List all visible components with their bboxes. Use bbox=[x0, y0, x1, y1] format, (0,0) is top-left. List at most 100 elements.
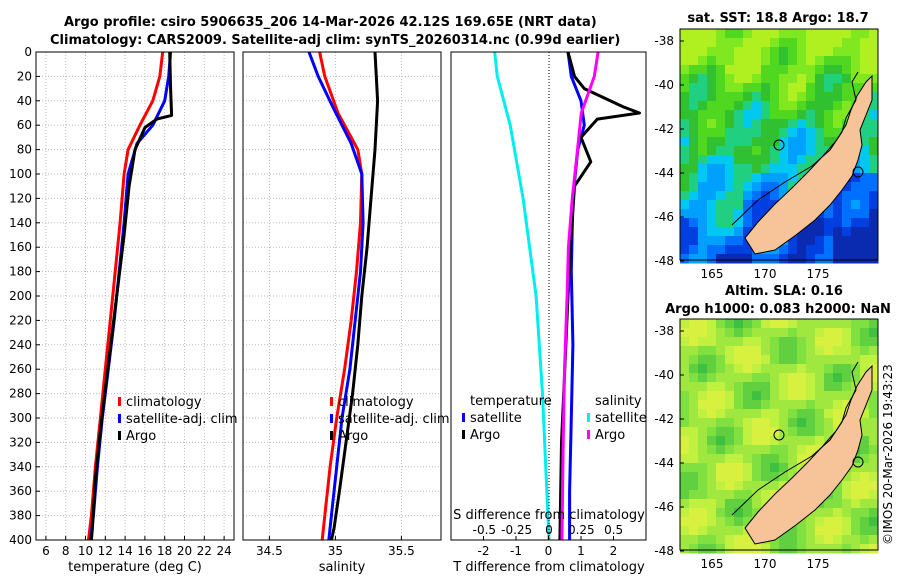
field-cell bbox=[851, 173, 861, 183]
map-y-tick-label: -42 bbox=[654, 122, 674, 136]
field-cell bbox=[824, 526, 834, 536]
series-line-satellite-adj-clim bbox=[307, 51, 365, 541]
y-tick-label: 220 bbox=[9, 313, 32, 327]
field-cell bbox=[698, 101, 708, 111]
field-cell bbox=[689, 472, 699, 482]
field-cell bbox=[833, 328, 843, 338]
field-cell bbox=[743, 101, 753, 111]
field-cell bbox=[725, 364, 735, 374]
field-cell bbox=[707, 137, 717, 147]
field-cell bbox=[797, 454, 807, 464]
field-cell bbox=[752, 490, 762, 500]
field-cell bbox=[797, 355, 807, 365]
title-line1: Argo profile: csiro 5906635_206 14-Mar-2… bbox=[64, 15, 597, 30]
field-cell bbox=[797, 254, 807, 264]
field-cell bbox=[707, 83, 717, 93]
field-cell bbox=[788, 391, 798, 401]
field-cell bbox=[851, 544, 861, 554]
sla-title1: Altim. SLA: 0.16 bbox=[725, 284, 843, 299]
field-cell bbox=[716, 400, 726, 410]
field-cell bbox=[716, 146, 726, 156]
field-cell bbox=[680, 409, 690, 419]
field-cell bbox=[824, 418, 834, 428]
field-cell bbox=[779, 535, 789, 545]
field-cell bbox=[725, 101, 735, 111]
field-cell bbox=[689, 499, 699, 509]
field-cell bbox=[734, 409, 744, 419]
field-cell bbox=[851, 56, 861, 66]
field-cell bbox=[797, 245, 807, 255]
y-tick-label: 120 bbox=[9, 191, 32, 205]
s-diff-tick-label: -0.5 bbox=[473, 523, 496, 537]
field-cell bbox=[680, 364, 690, 374]
field-cell bbox=[815, 382, 825, 392]
field-cell bbox=[680, 481, 690, 491]
field-cell bbox=[707, 355, 717, 365]
field-cell bbox=[860, 472, 870, 482]
title-line2: Climatology: CARS2009. Satellite-adj cli… bbox=[50, 33, 621, 48]
field-cell bbox=[851, 47, 861, 57]
field-cell bbox=[851, 472, 861, 482]
field-cell bbox=[824, 382, 834, 392]
field-cell bbox=[851, 245, 861, 255]
field-cell bbox=[752, 29, 762, 39]
sst-contour bbox=[731, 71, 859, 226]
field-cell bbox=[824, 544, 834, 554]
temperature-xticks: 6 8 10 12 14 16 18 20 22 24 bbox=[42, 536, 232, 558]
y-tick-label: 80 bbox=[17, 143, 32, 157]
field-cell bbox=[869, 74, 879, 84]
field-cell bbox=[842, 526, 852, 536]
field-cell bbox=[788, 454, 798, 464]
field-cell bbox=[707, 92, 717, 102]
field-cell bbox=[743, 427, 753, 437]
field-cell bbox=[797, 119, 807, 129]
field-cell bbox=[734, 490, 744, 500]
field-cell bbox=[824, 209, 834, 219]
field-cell bbox=[779, 319, 789, 329]
field-cell bbox=[725, 517, 735, 527]
field-cell bbox=[689, 47, 699, 57]
field-cell bbox=[689, 74, 699, 84]
field-cell bbox=[725, 47, 735, 57]
field-cell bbox=[851, 364, 861, 374]
field-cell bbox=[734, 445, 744, 455]
field-cell bbox=[707, 472, 717, 482]
field-cell bbox=[851, 164, 861, 174]
field-cell bbox=[797, 137, 807, 147]
field-cell bbox=[869, 490, 879, 500]
field-cell bbox=[770, 400, 780, 410]
field-cell bbox=[707, 499, 717, 509]
field-cell bbox=[851, 38, 861, 48]
field-cell bbox=[869, 119, 879, 129]
sal-legend-swatch-satellite bbox=[330, 414, 333, 423]
field-cell bbox=[815, 74, 825, 84]
field-cell bbox=[770, 328, 780, 338]
field-cell bbox=[689, 164, 699, 174]
field-cell bbox=[779, 119, 789, 129]
field-cell bbox=[734, 65, 744, 75]
field-cell bbox=[833, 382, 843, 392]
field-cell bbox=[788, 544, 798, 554]
field-cell bbox=[797, 535, 807, 545]
field-cell bbox=[761, 74, 771, 84]
field-cell bbox=[761, 472, 771, 482]
field-cell bbox=[797, 65, 807, 75]
y-tick-label: 20 bbox=[17, 69, 32, 83]
y-tick-label: 180 bbox=[9, 265, 32, 279]
field-cell bbox=[707, 38, 717, 48]
field-cell bbox=[779, 454, 789, 464]
field-cell bbox=[734, 328, 744, 338]
field-cell bbox=[752, 74, 762, 84]
field-cell bbox=[824, 119, 834, 129]
field-cell bbox=[761, 364, 771, 374]
field-cell bbox=[860, 427, 870, 437]
field-cell bbox=[869, 182, 879, 192]
field-cell bbox=[698, 490, 708, 500]
field-cell bbox=[860, 191, 870, 201]
field-cell bbox=[815, 119, 825, 129]
s-diff-tick-label: -0.25 bbox=[501, 523, 532, 537]
field-cell bbox=[680, 182, 690, 192]
x-tick-label: 12 bbox=[98, 544, 113, 558]
field-cell bbox=[698, 137, 708, 147]
field-cell bbox=[725, 236, 735, 246]
